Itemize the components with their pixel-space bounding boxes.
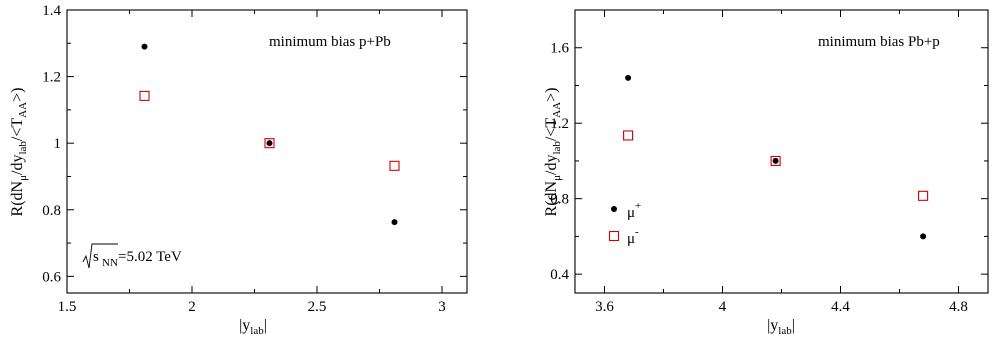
data-point-circle xyxy=(772,157,779,164)
x-tick-label: 1.5 xyxy=(58,299,77,315)
right-y-axis-label: R(dNμ/dylab/<TAA>) xyxy=(543,88,563,217)
x-tick-label: 3 xyxy=(438,299,446,315)
energy-value: =5.02 TeV xyxy=(118,249,182,265)
x-tick-label: 4.4 xyxy=(831,299,850,315)
left-tick-labels: 1.5 2 2.5 3 0.6 0.8 1 1.2 1.4 xyxy=(42,3,446,315)
y-tick-label: 1.2 xyxy=(42,70,61,86)
right-axis-ticks xyxy=(575,9,988,293)
x-tick-label: 4 xyxy=(719,299,727,315)
x-tick-label: 4.8 xyxy=(949,299,968,315)
y-tick-label: 1.4 xyxy=(42,3,61,19)
x-tick-label: 2 xyxy=(188,299,196,315)
right-system-label: minimum bias Pb+p xyxy=(818,34,940,50)
energy-sub-nn: NN xyxy=(102,257,118,269)
data-point-square xyxy=(623,130,634,141)
y-tick-label: 0.8 xyxy=(550,192,569,208)
sqrt-symbol xyxy=(82,243,118,269)
data-point-circle xyxy=(625,74,632,81)
legend-marker-mu-minus xyxy=(608,230,620,242)
data-point-circle xyxy=(391,219,398,226)
data-point-square xyxy=(264,138,275,149)
right-plot-frame xyxy=(574,9,989,294)
y-tick-label: 1.6 xyxy=(550,41,569,57)
left-data-marks xyxy=(139,43,400,226)
data-point-circle xyxy=(920,233,927,240)
data-point-circle xyxy=(266,140,273,147)
left-x-axis-label: |ylab| xyxy=(239,317,267,337)
y-tick-label: 0.4 xyxy=(550,267,569,283)
left-axis-ticks xyxy=(66,9,467,293)
left-y-axis-label: R(dNμ/dylab/<TAA>) xyxy=(9,88,29,217)
left-panel: 1.5 2 2.5 30.60.811.21.4 minimum bias p+Pb … xyxy=(9,3,468,337)
data-point-square xyxy=(139,90,150,101)
right-data-marks xyxy=(623,74,929,240)
right-panel: 3.6 4 4.4 4.8 0.4 0.8 1.2 1.6 minimum bias Pb+p… xyxy=(543,9,989,337)
left-energy-annotation: s NN =5.02 TeV xyxy=(82,243,182,269)
right-tick-labels: 3.6 4 4.4 4.8 0.4 0.8 1.2 1.6 xyxy=(550,41,968,315)
x-tick-label: 2.5 xyxy=(308,299,327,315)
y-tick-label: 0.8 xyxy=(42,203,61,219)
left-system-label: minimum bias p+Pb xyxy=(269,34,391,50)
data-point-square xyxy=(770,155,781,166)
data-point-square xyxy=(918,190,929,201)
data-point-square xyxy=(389,160,400,171)
left-plot-frame xyxy=(66,9,468,294)
legend-marker-mu-plus xyxy=(611,206,617,212)
y-tick-label: 0.6 xyxy=(42,269,61,285)
x-tick-label: 3.6 xyxy=(595,299,614,315)
legend-label-mu-plus: μ+ xyxy=(627,200,641,221)
y-tick-label: 1.2 xyxy=(550,116,569,132)
data-point-circle xyxy=(141,43,148,50)
legend: μ+ μ- xyxy=(608,200,641,247)
energy-sqrt-s: s xyxy=(93,249,99,265)
y-tick-label: 1 xyxy=(54,136,62,152)
right-x-axis-label: |ylab| xyxy=(767,317,795,337)
legend-label-mu-minus: μ- xyxy=(627,226,639,247)
